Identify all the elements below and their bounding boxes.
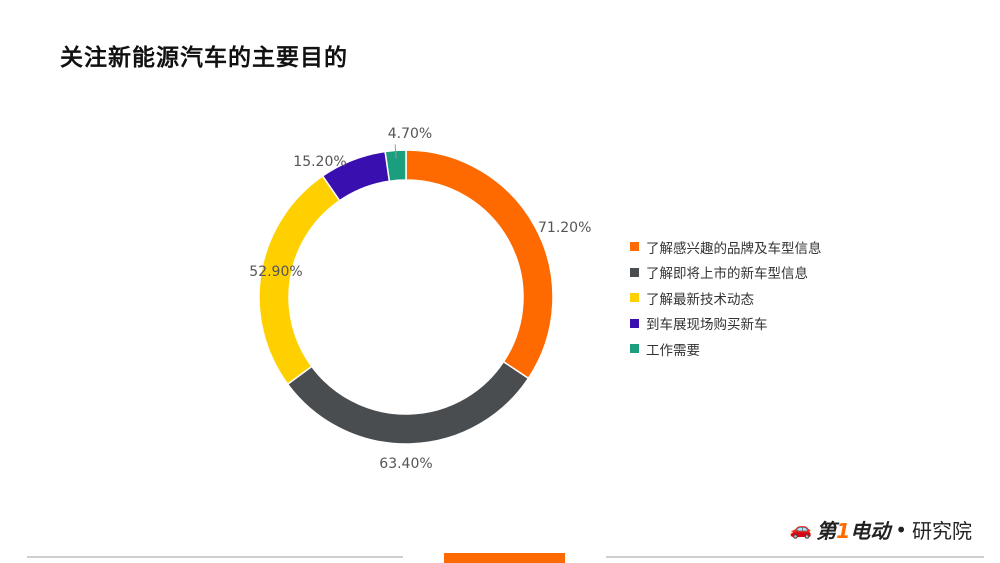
data-label: 71.20% bbox=[538, 220, 591, 236]
donut-slice bbox=[405, 149, 554, 380]
legend-item: 了解即将上市的新车型信息 bbox=[630, 260, 822, 286]
legend-swatch bbox=[630, 318, 639, 328]
data-label: 4.70% bbox=[388, 126, 432, 142]
footer-divider-right bbox=[606, 556, 984, 558]
brand-logo: 🚗 第1电动 • 研究院 bbox=[790, 515, 972, 544]
brand-separator: • bbox=[895, 517, 907, 542]
legend-item: 了解感兴趣的品牌及车型信息 bbox=[630, 234, 822, 260]
donut-slice bbox=[286, 360, 530, 445]
legend-label: 了解即将上市的新车型信息 bbox=[646, 266, 808, 283]
legend-swatch bbox=[630, 344, 639, 354]
legend-swatch bbox=[630, 242, 639, 252]
legend-swatch bbox=[630, 293, 639, 303]
data-label: 15.20% bbox=[293, 154, 346, 170]
data-label: 63.40% bbox=[379, 456, 432, 472]
legend-item: 工作需要 bbox=[630, 336, 822, 362]
brand-suffix: 研究院 bbox=[912, 519, 972, 543]
legend-label: 到车展现场购买新车 bbox=[646, 317, 768, 334]
car-icon: 🚗 bbox=[789, 519, 813, 540]
label-leader-line bbox=[394, 144, 397, 159]
legend-label: 了解感兴趣的品牌及车型信息 bbox=[646, 240, 822, 257]
page-title: 关注新能源汽车的主要目的 bbox=[60, 45, 348, 71]
donut-slice bbox=[258, 174, 341, 386]
legend-item: 了解最新技术动态 bbox=[630, 285, 822, 311]
donut-slice bbox=[384, 149, 407, 183]
legend-label: 了解最新技术动态 bbox=[646, 291, 754, 308]
legend-item: 到车展现场购买新车 bbox=[630, 311, 822, 337]
brand-logo-text: 第1电动 bbox=[816, 519, 891, 543]
data-label: 52.90% bbox=[249, 264, 302, 280]
legend-label: 工作需要 bbox=[646, 342, 700, 359]
footer-accent-bar bbox=[444, 553, 565, 563]
chart-legend: 了解感兴趣的品牌及车型信息 了解即将上市的新车型信息 了解最新技术动态 到车展现场购买… bbox=[630, 234, 822, 362]
footer-divider-left bbox=[27, 556, 403, 558]
legend-swatch bbox=[630, 267, 639, 277]
